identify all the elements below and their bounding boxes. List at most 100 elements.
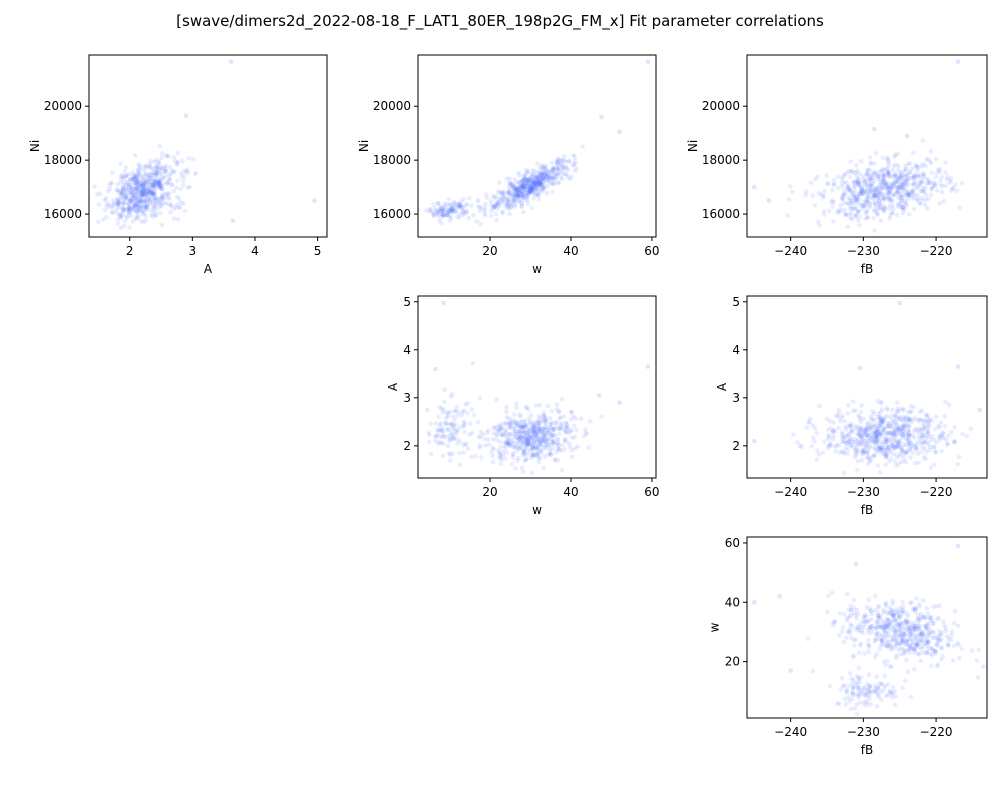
scatter-point bbox=[557, 180, 562, 186]
scatter-point bbox=[929, 170, 935, 176]
scatter-point bbox=[599, 414, 604, 419]
scatter-point bbox=[148, 175, 154, 181]
scatter-point bbox=[874, 434, 879, 440]
scatter-point bbox=[868, 424, 873, 430]
scatter-point bbox=[923, 192, 929, 198]
scatter-point bbox=[455, 214, 460, 220]
scatter-point bbox=[906, 428, 911, 433]
scatter-point bbox=[117, 180, 123, 185]
scatter-point bbox=[926, 428, 931, 434]
scatter-point bbox=[140, 178, 146, 183]
scatter-point bbox=[518, 434, 523, 439]
scatter-point bbox=[905, 196, 911, 201]
scatter-point bbox=[142, 186, 147, 191]
scatter-point bbox=[897, 624, 903, 629]
scatter-point bbox=[857, 414, 862, 420]
scatter-point bbox=[867, 683, 872, 689]
scatter-point bbox=[518, 435, 523, 441]
scatter-point bbox=[830, 204, 835, 210]
scatter-point bbox=[428, 421, 434, 427]
scatter-point bbox=[888, 189, 893, 195]
scatter-point bbox=[866, 618, 871, 623]
scatter-point bbox=[853, 637, 859, 642]
scatter-point bbox=[444, 415, 449, 421]
scatter-point bbox=[165, 180, 171, 185]
scatter-point bbox=[567, 176, 573, 182]
scatter-point bbox=[149, 170, 154, 176]
scatter-point bbox=[889, 694, 895, 700]
scatter-point bbox=[921, 189, 926, 194]
scatter-point bbox=[483, 443, 488, 448]
scatter-point bbox=[913, 634, 918, 640]
scatter-point bbox=[127, 182, 133, 188]
scatter-point bbox=[538, 176, 543, 181]
scatter-point bbox=[877, 646, 883, 652]
scatter-point bbox=[500, 210, 505, 216]
scatter-point bbox=[855, 459, 861, 464]
scatter-point bbox=[857, 214, 862, 219]
scatter-point bbox=[564, 422, 569, 428]
scatter-point bbox=[541, 426, 547, 431]
scatter-point bbox=[510, 440, 516, 446]
scatter-point bbox=[925, 621, 931, 627]
scatter-point bbox=[886, 190, 891, 196]
scatter-point bbox=[893, 653, 899, 658]
scatter-point bbox=[191, 157, 196, 162]
scatter-point bbox=[867, 183, 873, 189]
scatter-point bbox=[105, 204, 111, 209]
scatter-point bbox=[122, 196, 128, 202]
scatter-point bbox=[933, 648, 938, 654]
scatter-point bbox=[900, 188, 905, 194]
scatter-point bbox=[925, 412, 930, 418]
scatter-point bbox=[538, 442, 544, 447]
scatter-point bbox=[956, 643, 962, 648]
scatter-point bbox=[163, 166, 168, 172]
scatter-point bbox=[517, 181, 523, 186]
scatter-point bbox=[513, 191, 519, 196]
scatter-point bbox=[153, 170, 158, 175]
scatter-point bbox=[848, 210, 854, 216]
scatter-point bbox=[526, 180, 531, 185]
scatter-point bbox=[902, 425, 907, 431]
scatter-point bbox=[546, 174, 551, 179]
scatter-point bbox=[136, 173, 141, 178]
scatter-point bbox=[539, 181, 544, 186]
scatter-point bbox=[486, 428, 491, 434]
scatter-point bbox=[504, 199, 510, 204]
scatter-point bbox=[530, 446, 535, 451]
scatter-point bbox=[854, 197, 859, 203]
scatter-point bbox=[922, 446, 928, 452]
y-tick-label: 4 bbox=[732, 343, 740, 357]
scatter-point bbox=[444, 410, 450, 416]
scatter-point bbox=[543, 439, 548, 444]
x-axis-label: A bbox=[204, 262, 213, 276]
scatter-point bbox=[905, 161, 911, 167]
scatter-point bbox=[942, 623, 947, 628]
scatter-point bbox=[532, 452, 537, 458]
scatter-point bbox=[102, 207, 108, 212]
scatter-point bbox=[529, 205, 535, 211]
scatter-point bbox=[893, 637, 899, 642]
scatter-point bbox=[134, 202, 139, 208]
scatter-point bbox=[551, 440, 556, 445]
scatter-point bbox=[163, 163, 169, 169]
scatter-point bbox=[898, 652, 903, 657]
scatter-point bbox=[92, 184, 97, 189]
x-tick-label: 60 bbox=[644, 244, 659, 258]
scatter-point bbox=[848, 188, 854, 193]
scatter-point bbox=[513, 435, 519, 441]
scatter-point bbox=[897, 181, 903, 187]
scatter-point bbox=[523, 435, 528, 441]
scatter-point bbox=[455, 409, 461, 415]
scatter-point bbox=[506, 196, 511, 201]
scatter-point bbox=[538, 429, 544, 434]
scatter-point bbox=[118, 193, 124, 199]
scatter-point bbox=[875, 430, 880, 436]
scatter-point bbox=[903, 166, 908, 172]
scatter-point bbox=[137, 179, 143, 185]
scatter-point bbox=[825, 427, 831, 433]
scatter-point bbox=[816, 451, 822, 457]
scatter-point bbox=[881, 417, 886, 423]
scatter-point bbox=[852, 170, 857, 176]
scatter-point bbox=[860, 448, 865, 453]
